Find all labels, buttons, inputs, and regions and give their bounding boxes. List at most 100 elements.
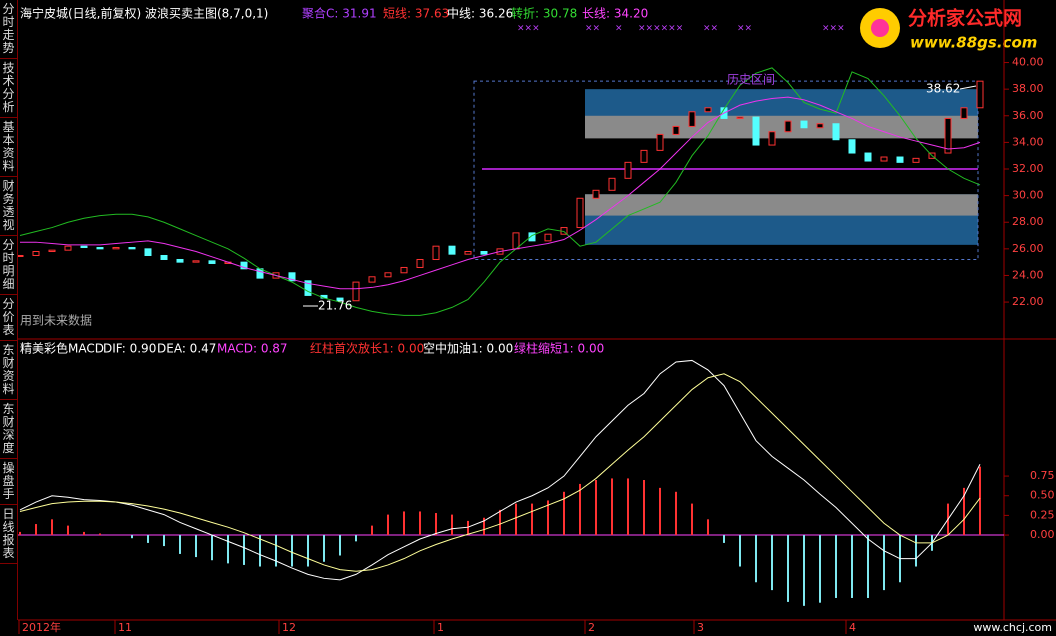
candle <box>432 245 440 260</box>
sidebar-tab[interactable]: 分时走势 <box>0 0 17 59</box>
chart-title: 精美彩色MACD <box>20 342 104 356</box>
candle <box>800 120 808 129</box>
candle <box>384 272 392 278</box>
indicator: 聚合C: 31.91 <box>302 6 377 21</box>
candle <box>976 80 984 109</box>
indicator: 空中加油1: 0.00 <box>423 341 513 356</box>
macd-bar <box>707 519 709 536</box>
macd-bar <box>435 513 437 536</box>
sidebar-tab[interactable]: 分价表 <box>0 295 17 341</box>
macd-bar <box>483 517 485 536</box>
macd-bar <box>515 503 517 536</box>
macd-bar <box>675 491 677 536</box>
logo-url: www.88gs.com <box>910 34 1037 52</box>
macd-bar <box>19 531 21 536</box>
sidebar-tab[interactable]: 技术分析 <box>0 59 17 118</box>
y-tick-label: 30.00 <box>1012 189 1044 202</box>
candle <box>64 245 72 251</box>
sidebar-tab[interactable]: 东财资料 <box>0 341 17 400</box>
y-tick-label: 40.00 <box>1012 56 1044 69</box>
price-line <box>19 67 981 316</box>
candle <box>672 125 680 135</box>
candle <box>288 272 296 282</box>
macd-bar <box>691 503 693 536</box>
candle <box>768 131 776 146</box>
candle <box>752 116 760 146</box>
candle <box>784 120 792 133</box>
macd-bar <box>787 535 789 602</box>
candle <box>48 249 56 253</box>
candle <box>160 254 168 260</box>
candle <box>944 117 952 154</box>
watermark: www.chcj.com <box>973 621 1052 634</box>
macd-bar <box>771 535 773 591</box>
y-tick-label: 36.00 <box>1012 109 1044 122</box>
annotation-zone: 历史区间 <box>727 73 775 87</box>
macd-bar <box>355 535 357 542</box>
y-tick-label: 38.00 <box>1012 82 1044 95</box>
sidebar-tab[interactable]: 日线报表 <box>0 505 17 564</box>
annotation-high: 38.62 <box>926 82 960 96</box>
macd-bar <box>643 480 645 536</box>
macd-bar <box>835 535 837 598</box>
y-tick-label: 22.00 <box>1012 295 1044 308</box>
date-label: 12 <box>282 621 296 634</box>
sidebar-tab[interactable]: 财务透视 <box>0 177 17 236</box>
candle <box>816 123 824 129</box>
macd-bar <box>819 535 821 603</box>
macd-bar <box>35 524 37 536</box>
y-tick-label: 0.75 <box>1030 469 1055 482</box>
date-label: 4 <box>849 621 856 634</box>
macd-bar <box>275 535 277 567</box>
candle <box>624 161 632 179</box>
signal-marker: ×× <box>585 24 600 34</box>
macd-bar <box>243 535 245 565</box>
candle <box>464 251 472 255</box>
macd-bar <box>195 535 197 558</box>
indicator: MACD: 0.87 <box>217 342 288 356</box>
sidebar-tab[interactable]: 操盘手 <box>0 459 17 505</box>
candle <box>192 260 200 263</box>
macd-bar <box>611 478 613 536</box>
logo-icon-center <box>871 19 889 37</box>
macd-bar <box>211 535 213 561</box>
candle <box>848 139 856 154</box>
indicator: 红柱首次放长1: 0.00 <box>310 341 424 356</box>
signal-marker: ××× <box>822 24 845 34</box>
candle <box>656 133 664 151</box>
date-label: 1 <box>437 621 444 634</box>
signal-marker: × <box>615 24 623 34</box>
candle <box>608 177 616 191</box>
sidebar-tab[interactable]: 基本资料 <box>0 118 17 177</box>
sidebar-tab[interactable]: 分时明细 <box>0 236 17 295</box>
candle <box>880 156 888 162</box>
macd-bar <box>419 511 421 536</box>
indicator: 绿柱缩短1: 0.00 <box>514 341 604 356</box>
annotation-note: 用到未来数据 <box>20 313 92 328</box>
indicator: 短线: 37.63 <box>383 7 449 21</box>
macd-bar <box>323 535 325 562</box>
arrow <box>959 85 977 90</box>
macd-bar <box>179 535 181 554</box>
annotation-low: 21.76 <box>318 299 352 313</box>
macd-bar <box>547 500 549 536</box>
macd-bar <box>803 535 805 606</box>
macd-bar <box>227 535 229 564</box>
candle <box>32 251 40 256</box>
candle <box>336 297 344 302</box>
y-tick-label: 32.00 <box>1012 162 1044 175</box>
macd-bar <box>579 483 581 536</box>
candle <box>864 152 872 162</box>
y-tick-label: 28.00 <box>1012 215 1044 228</box>
candle <box>576 197 584 229</box>
candle <box>96 247 104 250</box>
macd-bar <box>883 535 885 591</box>
sidebar-tab[interactable]: 东财深度 <box>0 400 17 459</box>
date-label: 11 <box>118 621 132 634</box>
macd-bar <box>531 503 533 536</box>
candle <box>416 258 424 268</box>
macd-bar <box>291 535 293 567</box>
candle <box>544 233 552 242</box>
macd-bar <box>131 535 133 539</box>
candle <box>960 107 968 119</box>
